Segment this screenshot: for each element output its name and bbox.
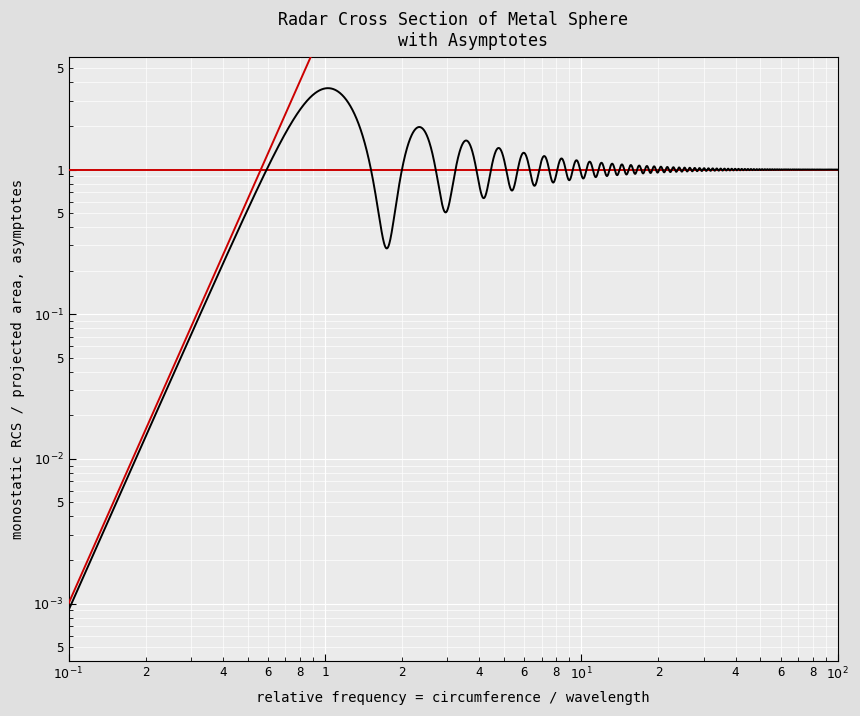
X-axis label: relative frequency = circumference / wavelength: relative frequency = circumference / wav… xyxy=(256,691,650,705)
Y-axis label: monostatic RCS / projected area, asymptotes: monostatic RCS / projected area, asympto… xyxy=(11,179,25,539)
Title: Radar Cross Section of Metal Sphere
    with Asymptotes: Radar Cross Section of Metal Sphere with… xyxy=(278,11,628,50)
